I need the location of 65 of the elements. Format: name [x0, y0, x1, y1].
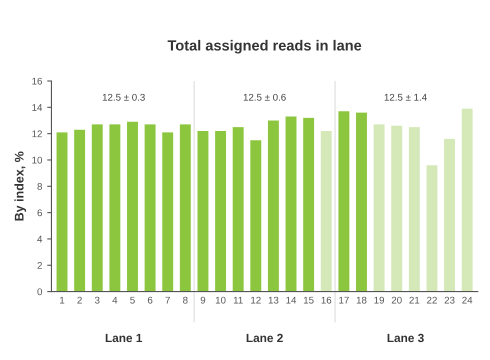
x-tick-label: 24 [462, 296, 472, 304]
bar [426, 165, 438, 292]
y-tick-label: 16 [32, 78, 42, 85]
bar [92, 124, 103, 292]
text: Lane 3 [388, 334, 424, 342]
x-tick-label: 16 [322, 296, 332, 304]
x-tick-label: 1 [60, 296, 64, 304]
bar [180, 124, 191, 292]
y-tick-label: 2 [38, 262, 42, 269]
bar [250, 140, 262, 292]
bar [444, 138, 456, 292]
bar [232, 127, 244, 292]
bar [303, 118, 314, 292]
bar [408, 127, 420, 292]
x-tick-label: 6 [148, 296, 152, 304]
bar [462, 108, 473, 292]
x-tick-label: 18 [356, 296, 366, 304]
y-axis-title: By index, % [14, 152, 26, 221]
x-tick-label: 20 [392, 296, 402, 304]
y-tick-label: 14 [32, 104, 42, 111]
bar [74, 130, 86, 292]
x-tick-label: 22 [427, 296, 437, 304]
bar [197, 131, 208, 292]
bar [162, 132, 174, 292]
x-tick-label: 17 [339, 296, 349, 304]
text: Lane 1 [106, 334, 142, 342]
y-tick-label: 0 [37, 288, 42, 296]
bar [144, 124, 156, 292]
bar [320, 131, 332, 292]
bar [109, 124, 120, 292]
bar [338, 111, 350, 292]
x-tick-label: 9 [200, 296, 206, 304]
bar [286, 116, 296, 292]
y-tick-label: 6 [38, 209, 42, 216]
bar [374, 124, 385, 292]
y-tick-label: 12 [32, 130, 42, 138]
annotation: 12.5 ± 0.3 [102, 94, 145, 101]
text: Lane 2 [246, 334, 283, 342]
y-tick-label: 4 [37, 236, 42, 242]
x-tick-label: 19 [374, 296, 384, 304]
annotation: 12.5 ± 0.6 [244, 94, 286, 101]
x-tick-label: 15 [304, 296, 314, 304]
x-tick-label: 3 [94, 296, 100, 304]
bar [268, 120, 279, 292]
bar [215, 131, 226, 292]
x-tick-label: 2 [77, 296, 82, 304]
bar [56, 132, 68, 292]
x-tick-label: 21 [409, 296, 420, 304]
y-tick-label: 8 [37, 183, 42, 190]
x-tick-label: 14 [286, 296, 296, 304]
x-tick-label: 12 [251, 296, 261, 304]
bar [391, 126, 402, 292]
chart-title: Total assigned reads in lane [168, 40, 362, 54]
x-tick-label: 11 [234, 296, 243, 304]
x-tick-label: 23 [444, 296, 455, 304]
x-tick-label: 4 [112, 296, 118, 304]
annotation: 12.5 ± 1.4 [384, 94, 427, 101]
bar [356, 112, 367, 292]
x-tick-label: 5 [130, 296, 135, 304]
x-tick-label: 13 [268, 296, 278, 304]
bar [127, 122, 138, 292]
x-tick-label: 7 [166, 296, 170, 304]
y-tick-label: 10 [32, 156, 42, 164]
x-tick-label: 8 [183, 296, 188, 304]
x-tick-label: 10 [216, 296, 226, 304]
